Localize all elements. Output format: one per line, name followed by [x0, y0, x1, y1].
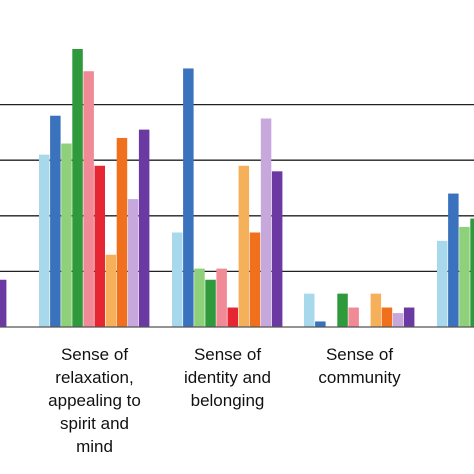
bar: [381, 307, 393, 327]
bar: [72, 49, 83, 327]
bar: [172, 232, 183, 327]
bar: [105, 254, 117, 327]
bar: [348, 307, 359, 327]
bar: [50, 115, 61, 327]
bar: [315, 321, 326, 327]
bar: [470, 218, 474, 327]
bar: [61, 143, 72, 327]
bar: [337, 293, 348, 327]
bar: [238, 165, 250, 327]
bar: [260, 118, 272, 327]
bar: [39, 154, 50, 327]
bar: [138, 129, 150, 327]
bar: [459, 226, 470, 327]
bar: [116, 137, 128, 327]
x-tick-label: Sense of identity and belonging: [184, 345, 271, 410]
bar: [271, 171, 283, 327]
x-tick-label: Sense of community: [318, 345, 401, 387]
bar: [304, 293, 315, 327]
bar: [216, 268, 227, 327]
bar: [227, 307, 238, 327]
bars: [0, 49, 474, 328]
bar: [194, 268, 205, 327]
bar: [0, 279, 7, 327]
bar: [392, 313, 404, 327]
bar: [83, 71, 94, 328]
bar: [205, 279, 216, 327]
bar: [183, 68, 194, 328]
bar: [448, 193, 459, 327]
bar: [403, 307, 415, 327]
bar: [370, 293, 382, 327]
bar: [94, 165, 105, 327]
x-tick-label: Sense of relaxation, appealing to spirit an…: [48, 345, 141, 456]
bar: [249, 232, 261, 327]
bar: [437, 240, 448, 327]
bar: [127, 199, 139, 327]
